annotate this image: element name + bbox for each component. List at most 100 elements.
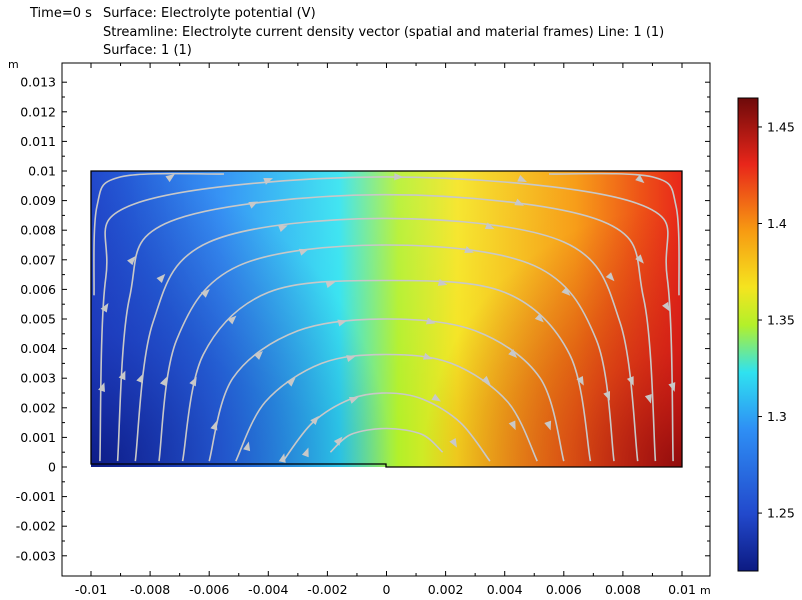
streamline-arrow [561,287,571,296]
x-tick-label: 0.01 [668,582,696,597]
y-tick-label: 0.012 [20,104,56,119]
y-axis: -0.003 -0.002 -0.001 0 0.001 0.002 0.003 0.004 0… [16,75,710,563]
y-tick-label: 0.001 [20,430,56,445]
streamline-arc-5 [181,279,592,462]
streamline-arrow [286,377,296,387]
streamline-arrow [346,355,356,363]
streamline-arrow [189,376,197,387]
streamline-arrow [159,376,167,387]
streamline-arrow [156,273,166,283]
streamline-arrow [508,349,518,359]
streamline-arrow [517,174,527,182]
domain-boundary [90,170,683,468]
y-tick-label: -0.002 [16,519,56,534]
y-tick-label: -0.003 [16,548,56,563]
colorbar-tick-label: 1.4 [767,216,787,231]
streamline-arrow [635,254,644,264]
streamline-arrow [605,272,615,282]
subtitle-streamline-text: Streamline: Electrolyte current density … [103,25,665,40]
streamline-arrow [644,394,652,404]
x-tick-label: 0.002 [428,582,464,597]
title-time-text: Time=0 s [30,6,92,21]
subtitle-streamline: Streamline: Electrolyte current density … [103,25,664,41]
streamline-arrow [210,420,218,431]
colorbar-tick-label: 1.3 [767,409,787,424]
streamline-arrow [136,373,144,384]
streamline-arrow [576,375,584,386]
y-tick-label: 0 [48,460,56,475]
streamline-corner-left [93,172,225,296]
streamline-corner-right [548,172,680,296]
streamline-arrow [278,225,288,233]
y-tick-label: 0.003 [20,371,56,386]
streamline-arrow [100,302,109,313]
streamline-arrow [484,222,495,230]
streamline-arrow [603,390,611,401]
streamline-arc-9 [99,176,674,462]
y-tick-label: 0.005 [20,312,56,327]
y-tick-label: 0.006 [20,282,56,297]
streamline-arrow [534,313,544,323]
streamline-arc-4 [208,318,565,462]
streamline-arc-1 [329,427,444,453]
streamline-arrow [394,173,404,181]
streamline-arrow [263,178,273,185]
streamline-arrow [118,370,126,381]
streamline-arrow [425,317,436,325]
streamline-arrow [301,447,309,458]
streamline-arrow [422,352,433,360]
y-tick-label: 0.002 [20,400,56,415]
y-tick-label: 0.004 [20,341,56,356]
title-surface-text: Surface: Electrolyte potential (V) [103,6,316,21]
streamline-arrow [310,415,319,425]
x-tick-label: 0.004 [487,582,523,597]
streamline-arrow [668,382,676,392]
streamline-arrow [254,350,263,360]
streamline-arrow [200,288,210,298]
streamline-arrow [333,436,343,446]
colorbar-tick-label: 1.45 [767,119,795,134]
x-tick-label: -0.002 [307,582,347,597]
streamline-arrow [626,376,634,386]
streamline-arc-8 [116,193,657,462]
streamline-arrow [431,393,441,402]
x-tick-label: 0.008 [605,582,641,597]
streamline-arc-2 [282,392,491,462]
streamline-arrow [449,438,457,448]
streamline-arc-6 [158,244,615,462]
streamline-arrow [514,198,525,206]
y-tick-label: 0.008 [20,223,56,238]
colorbar-tick-label: 1.35 [767,313,795,328]
title-time: Time=0 s [30,6,92,22]
x-axis: -0.01 -0.008 -0.006 -0.004 -0.002 0 0.002 0.004… [75,63,696,597]
streamline-arrow [481,375,491,385]
streamline-arrow [278,453,286,463]
streamline-arrow [98,382,105,393]
subtitle-surface-text: Surface: 1 (1) [103,43,192,58]
title-surface: Surface: Electrolyte potential (V) [103,6,316,22]
subtitle-surface: Surface: 1 (1) [103,43,192,59]
y-tick-label: -0.001 [16,489,56,504]
colorbar [737,97,759,572]
streamlines [93,172,680,462]
streamline-arrow [635,174,645,184]
streamline-arrow [464,246,474,253]
streamline-arrow [508,420,516,431]
streamline-arrow [227,315,237,325]
y-tick-label: 0.011 [20,134,56,149]
x-tick-label: -0.004 [248,582,288,597]
x-tick-label: -0.008 [130,582,170,597]
streamline-arc-3 [235,353,538,462]
streamline-arrow [248,201,259,209]
y-unit-label: m [8,58,19,71]
y-tick-label: 0.009 [20,193,56,208]
y-tick-label: 0.013 [20,75,56,90]
streamline-arrow [348,397,359,404]
x-unit-label: m [700,584,711,597]
streamline-arrows [98,173,676,463]
y-tick-label: 0.01 [28,164,56,179]
x-tick-label: -0.01 [75,582,107,597]
y-tick-label: 0.007 [20,252,56,267]
streamline-arrow [337,319,348,327]
